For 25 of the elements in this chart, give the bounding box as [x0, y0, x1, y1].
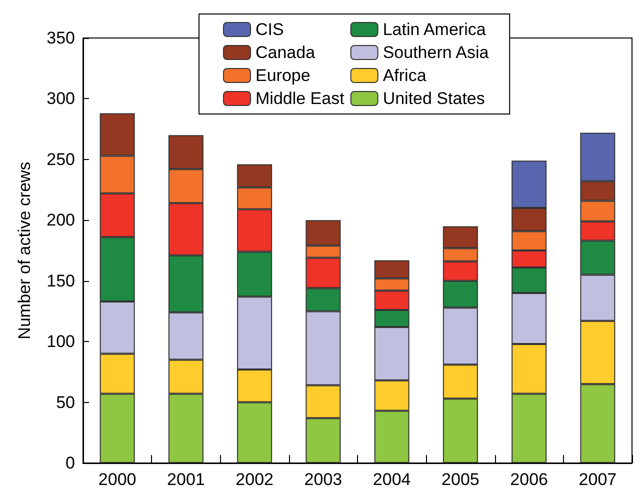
legend-label: CIS	[256, 20, 284, 39]
y-tick-label: 350	[46, 28, 75, 48]
legend-label: Latin America	[382, 20, 486, 39]
legend-label: Europe	[256, 66, 310, 85]
y-tick-label: 0	[66, 454, 75, 472]
legend-label: Africa	[382, 66, 427, 85]
x-tick-label: 2006	[510, 470, 548, 489]
legend-label: Middle East	[256, 89, 345, 108]
x-tick-label: 2005	[442, 470, 480, 489]
x-tick-label: 2007	[578, 470, 617, 489]
x-tick-label: 2000	[98, 470, 136, 489]
legend-label: Southern Asia	[382, 43, 490, 62]
legend-label: United States	[382, 89, 485, 108]
y-tick-label: 250	[46, 150, 75, 169]
y-tick-label: 100	[46, 332, 75, 352]
x-tick-label: 2004	[372, 470, 411, 489]
x-tick-label: 2002	[236, 470, 274, 489]
y-tick-label: 150	[46, 271, 75, 290]
x-tick-label: 2003	[304, 470, 342, 489]
y-tick-label: 300	[46, 89, 75, 108]
y-tick-label: 50	[56, 392, 75, 412]
y-tick-label: 200	[46, 210, 75, 230]
y-axis-title: Number of active crews	[15, 162, 34, 340]
legend-label: Canada	[256, 43, 316, 62]
x-tick-label: 2001	[167, 470, 205, 489]
